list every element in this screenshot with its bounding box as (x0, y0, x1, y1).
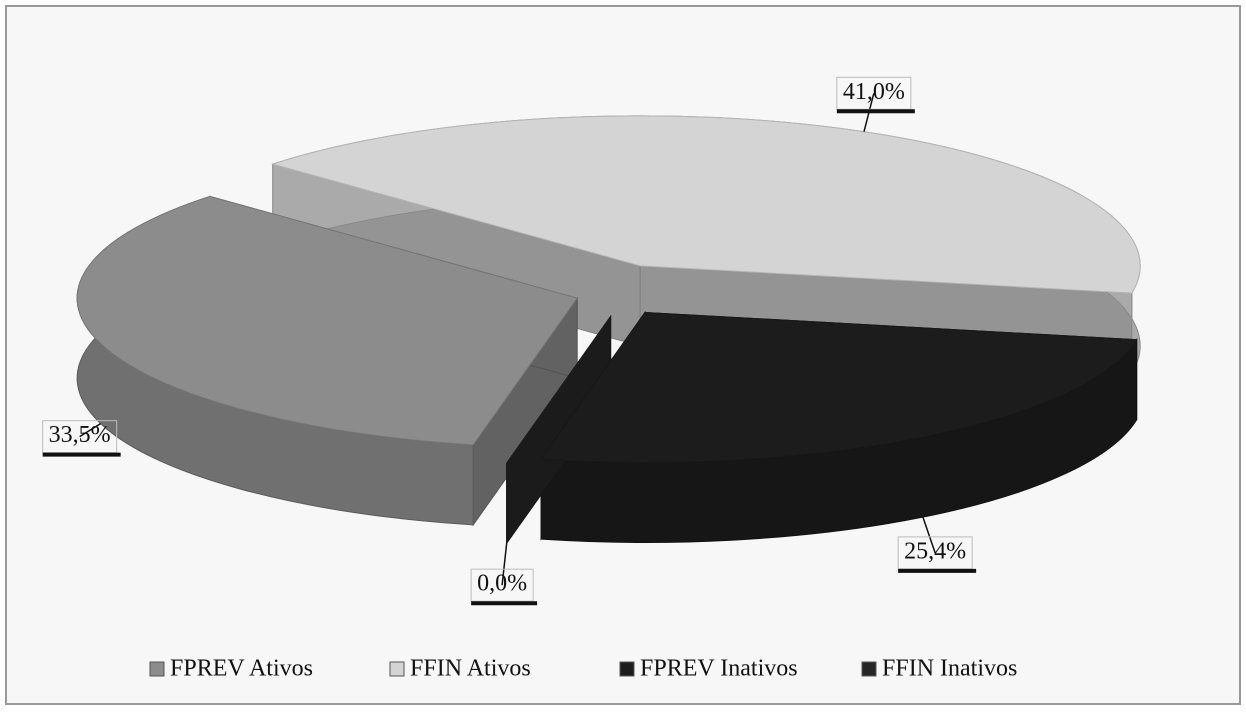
legend-swatch (389, 661, 405, 677)
legend-label: FFIN Ativos (410, 656, 531, 682)
leader-line (922, 516, 936, 554)
legend-label: FPREV Inativos (640, 656, 798, 682)
slice (76, 195, 578, 446)
data-label: 33,5% (49, 422, 111, 448)
legend-label: FFIN Inativos (882, 656, 1017, 682)
slice (271, 115, 1141, 294)
legend-swatch (861, 661, 877, 677)
legend-swatch (149, 661, 165, 677)
slice-tops (76, 115, 1141, 464)
data-label: 0,0% (477, 571, 527, 597)
data-label: 25,4% (904, 538, 966, 564)
slice (540, 311, 1138, 463)
data-label: 41,0% (843, 79, 905, 105)
legend-swatch (619, 661, 635, 677)
legend-label: FPREV Ativos (170, 656, 313, 682)
leader-line (79, 422, 102, 438)
slice (506, 316, 612, 464)
leader-line (501, 543, 508, 586)
